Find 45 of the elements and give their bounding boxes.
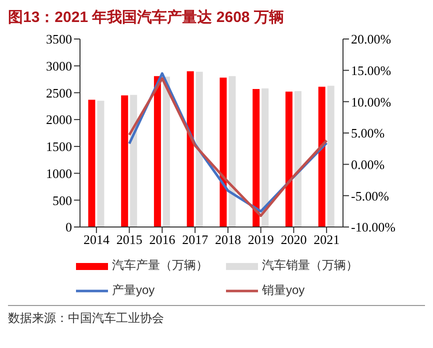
y-tick-label: 1500	[46, 139, 72, 154]
x-tick-label: 2017	[182, 232, 209, 248]
bar	[88, 100, 96, 227]
source-note: 数据来源：中国汽车工业协会	[8, 310, 165, 327]
y2-tick-label: 15.00%	[351, 62, 392, 78]
y2-tick-label: -10.00%	[351, 220, 396, 235]
bar	[262, 88, 269, 227]
y-tick-label: 500	[52, 192, 72, 208]
x-tick-label: 2014	[83, 232, 110, 248]
bar	[154, 76, 161, 227]
bar	[318, 86, 326, 227]
bar	[186, 71, 194, 227]
y-tick-label: 0	[66, 220, 72, 235]
bar	[285, 92, 292, 227]
legend-label: 产量yoy	[112, 282, 155, 299]
y2-tick-label: 0.00%	[351, 156, 385, 172]
y2-tick-label: 10.00%	[351, 94, 392, 110]
x-tick-label: 2018	[214, 232, 241, 248]
y-tick-label: 1000	[46, 166, 72, 181]
bar	[162, 76, 170, 227]
y-tick-label: 3000	[46, 58, 72, 74]
legend-label: 汽车销量（万辆）	[262, 257, 358, 274]
bar	[252, 88, 260, 227]
x-tick-label: 2019	[248, 232, 274, 248]
x-tick-label: 2021	[314, 232, 340, 248]
bar	[327, 86, 334, 227]
bar	[220, 78, 227, 227]
y2-tick-label: 20.00%	[351, 32, 392, 47]
y2-tick-label: -5.00%	[351, 188, 390, 204]
y2-tick-label: 5.00%	[351, 126, 385, 141]
y-tick-label: 2000	[46, 112, 72, 128]
x-tick-label: 2016	[149, 232, 176, 248]
bar	[121, 95, 128, 227]
bar	[294, 91, 302, 227]
chart-title: 图13：2021 年我国汽车产量达 2608 万辆	[8, 8, 285, 27]
bar	[130, 94, 138, 227]
bar	[228, 76, 236, 227]
legend-label: 销量yoy	[262, 282, 305, 299]
x-tick-label: 2020	[280, 232, 307, 248]
bar	[97, 100, 104, 227]
x-tick-label: 2015	[116, 232, 142, 248]
bar	[196, 72, 203, 227]
legend-label: 汽车产量（万辆）	[112, 257, 208, 274]
y-tick-label: 2500	[46, 85, 72, 100]
y-tick-label: 3500	[46, 32, 72, 47]
